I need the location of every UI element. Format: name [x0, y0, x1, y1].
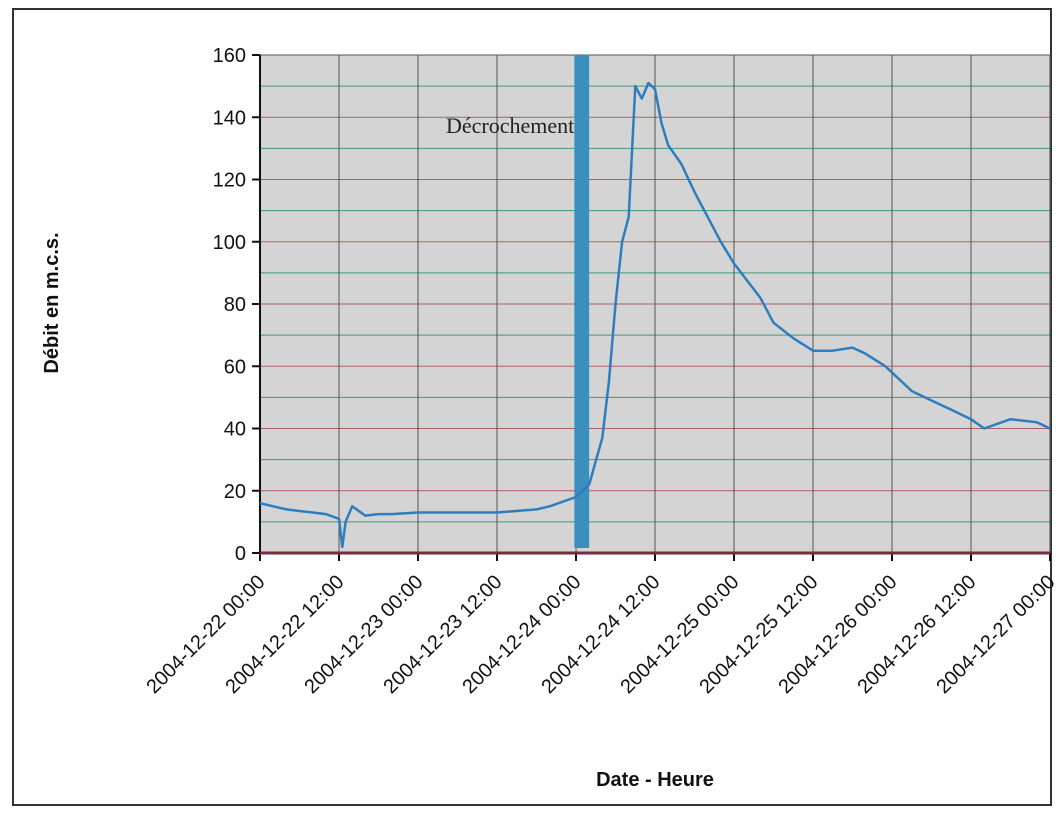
- y-tick-label: 140: [213, 107, 246, 129]
- grid: [259, 54, 1051, 553]
- y-axis-title: Débit en m.c.s.: [41, 232, 63, 373]
- y-tick-label: 40: [224, 419, 246, 441]
- y-tick-label: 0: [235, 543, 246, 565]
- y-tick-label: 80: [224, 294, 246, 316]
- y-tick-label: 20: [224, 481, 246, 503]
- x-axis-title: Date - Heure: [596, 769, 714, 791]
- y-tick-label: 100: [213, 232, 246, 254]
- series-line: [259, 81, 1051, 549]
- y-tick-label: 60: [224, 356, 246, 378]
- y-axis-ticks: 0 20 40 60 80 100 120 140 160: [213, 45, 260, 565]
- decrochement-band: [574, 55, 590, 548]
- y-tick-label: 120: [213, 170, 246, 192]
- annotation-label: Décrochement: [446, 113, 574, 138]
- y-tick-label: 160: [213, 45, 246, 67]
